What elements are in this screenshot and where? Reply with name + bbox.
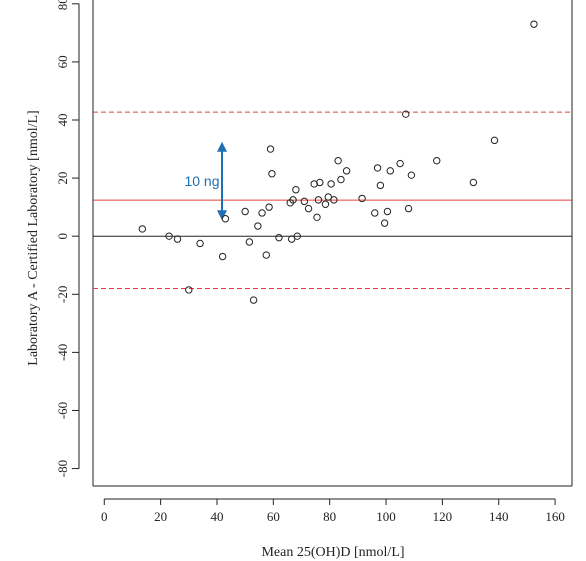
x-tick-label: 60 [267, 509, 280, 524]
x-tick-label: 100 [376, 509, 396, 524]
annotation-arrowhead-down [217, 210, 227, 221]
data-point [249, 296, 258, 304]
data-point [490, 136, 499, 145]
annotation-label: 10 ng [184, 173, 219, 189]
data-point [469, 178, 478, 187]
y-tick-label: -40 [55, 344, 70, 361]
y-tick-label: 80 [55, 0, 70, 10]
x-axis: 0 20 40 60 80 100 120 140 160 [101, 498, 565, 524]
data-point [371, 209, 379, 217]
y-tick-label: 20 [55, 172, 70, 185]
data-point [275, 233, 283, 242]
data-point [530, 20, 538, 28]
data-point [268, 170, 276, 178]
y-tick-label: -80 [55, 460, 70, 477]
annotation: 10 ng [184, 141, 227, 221]
y-axis-title: Laboratory A - Certified Laboratory [nmo… [26, 110, 41, 365]
data-point [330, 196, 338, 204]
y-tick-label: -60 [55, 402, 70, 419]
data-point [313, 213, 321, 222]
data-point [327, 180, 335, 188]
data-point [342, 167, 351, 175]
data-point [316, 178, 324, 187]
data-point [433, 156, 441, 165]
x-tick-label: 80 [323, 509, 336, 524]
data-point [358, 194, 366, 203]
data-point [287, 235, 296, 243]
reference-lines [93, 111, 572, 289]
data-point [407, 171, 416, 179]
data-point [218, 252, 227, 261]
data-point [289, 196, 297, 204]
data-point [304, 204, 313, 213]
data-point [404, 204, 413, 213]
data-point [173, 235, 182, 243]
data-point [334, 156, 342, 165]
data-point [300, 197, 309, 206]
data-point [396, 159, 404, 168]
y-tick-label: 0 [55, 233, 70, 240]
x-tick-label: 140 [489, 509, 509, 524]
x-tick-label: 0 [101, 509, 108, 524]
data-point [321, 200, 330, 208]
annotation-arrowhead-up [217, 141, 227, 152]
data-point [376, 181, 385, 190]
data-point [221, 215, 230, 223]
data-point [373, 164, 382, 172]
data-point [185, 286, 193, 294]
data-point [262, 251, 270, 259]
data-point [292, 186, 300, 194]
x-tick-label: 160 [545, 509, 565, 524]
data-point [245, 238, 254, 246]
x-axis-title: Mean 25(OH)D [nmol/L] [261, 545, 404, 560]
data-point [383, 207, 392, 216]
x-tick-label: 120 [433, 509, 453, 524]
data-point [293, 232, 301, 240]
data-point [380, 219, 389, 227]
data-points [138, 20, 538, 304]
data-point [254, 222, 262, 230]
y-tick-label: -20 [55, 286, 70, 303]
data-point [314, 196, 323, 204]
data-point [258, 209, 266, 217]
data-point [265, 203, 273, 211]
data-point [266, 145, 275, 153]
data-point [138, 225, 147, 233]
data-point [337, 175, 345, 184]
y-tick-label: 60 [55, 55, 70, 68]
data-point [386, 167, 394, 175]
data-point [241, 207, 249, 216]
x-tick-label: 20 [154, 509, 167, 524]
data-point [196, 239, 204, 248]
data-point [324, 193, 332, 201]
data-point [402, 110, 410, 118]
y-axis: -80 -60 -40 -20 0 20 40 60 80 [55, 0, 80, 477]
y-tick-label: 40 [55, 114, 70, 127]
x-tick-label: 40 [210, 509, 223, 524]
data-point [165, 232, 173, 240]
